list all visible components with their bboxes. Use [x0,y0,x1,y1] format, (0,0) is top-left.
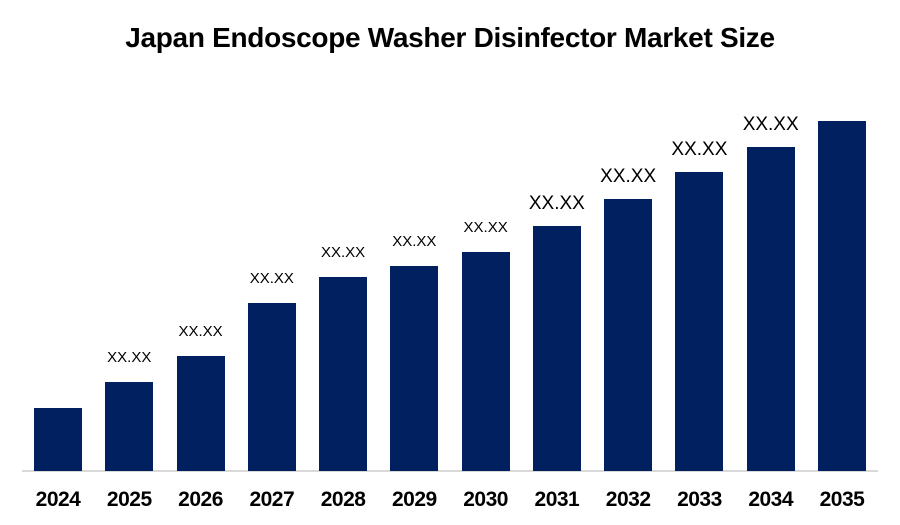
x-tick-2024: 2024 [35,488,81,511]
bar-2025 [105,382,154,471]
bar-2028 [319,277,368,471]
value-label-2025: XX.XX [107,349,152,366]
bar-2035 [817,121,866,471]
x-tick-2025: 2025 [106,488,152,511]
value-label-2028: XX.XX [320,244,366,261]
x-tick-2033: 2033 [677,488,722,511]
value-label-2026: XX.XX [178,323,223,340]
value-label-2031: XX.XX [528,193,585,214]
bar-2024 [34,408,82,471]
bar-2029 [390,266,439,471]
value-label-2032: XX.XX [600,166,657,187]
value-label-2027: XX.XX [249,270,294,287]
x-tick-2027: 2027 [249,488,295,511]
x-tick-2032: 2032 [605,488,651,511]
x-tick-2035: 2035 [819,488,865,511]
value-label-2034: XX.XX [742,114,799,135]
x-tick-2034: 2034 [748,488,794,511]
x-tick-2030: 2030 [463,488,508,511]
x-axis-line [22,470,878,472]
chart-title: Japan Endoscope Washer Disinfector Marke… [125,22,775,53]
bar-2027 [247,303,296,471]
value-label-2029: XX.XX [392,233,437,250]
x-tick-2031: 2031 [534,488,580,511]
bar-2033 [675,172,724,471]
bar-2026 [176,356,225,471]
bar-2030 [461,252,510,471]
x-tick-2028: 2028 [320,488,366,511]
bar-2032 [604,199,653,471]
x-tick-2026: 2026 [178,488,223,511]
bar-2034 [746,147,795,471]
x-tick-2029: 2029 [391,488,437,511]
value-label-2030: XX.XX [463,219,508,236]
value-label-2033: XX.XX [671,139,728,160]
bar-2031 [532,226,581,471]
